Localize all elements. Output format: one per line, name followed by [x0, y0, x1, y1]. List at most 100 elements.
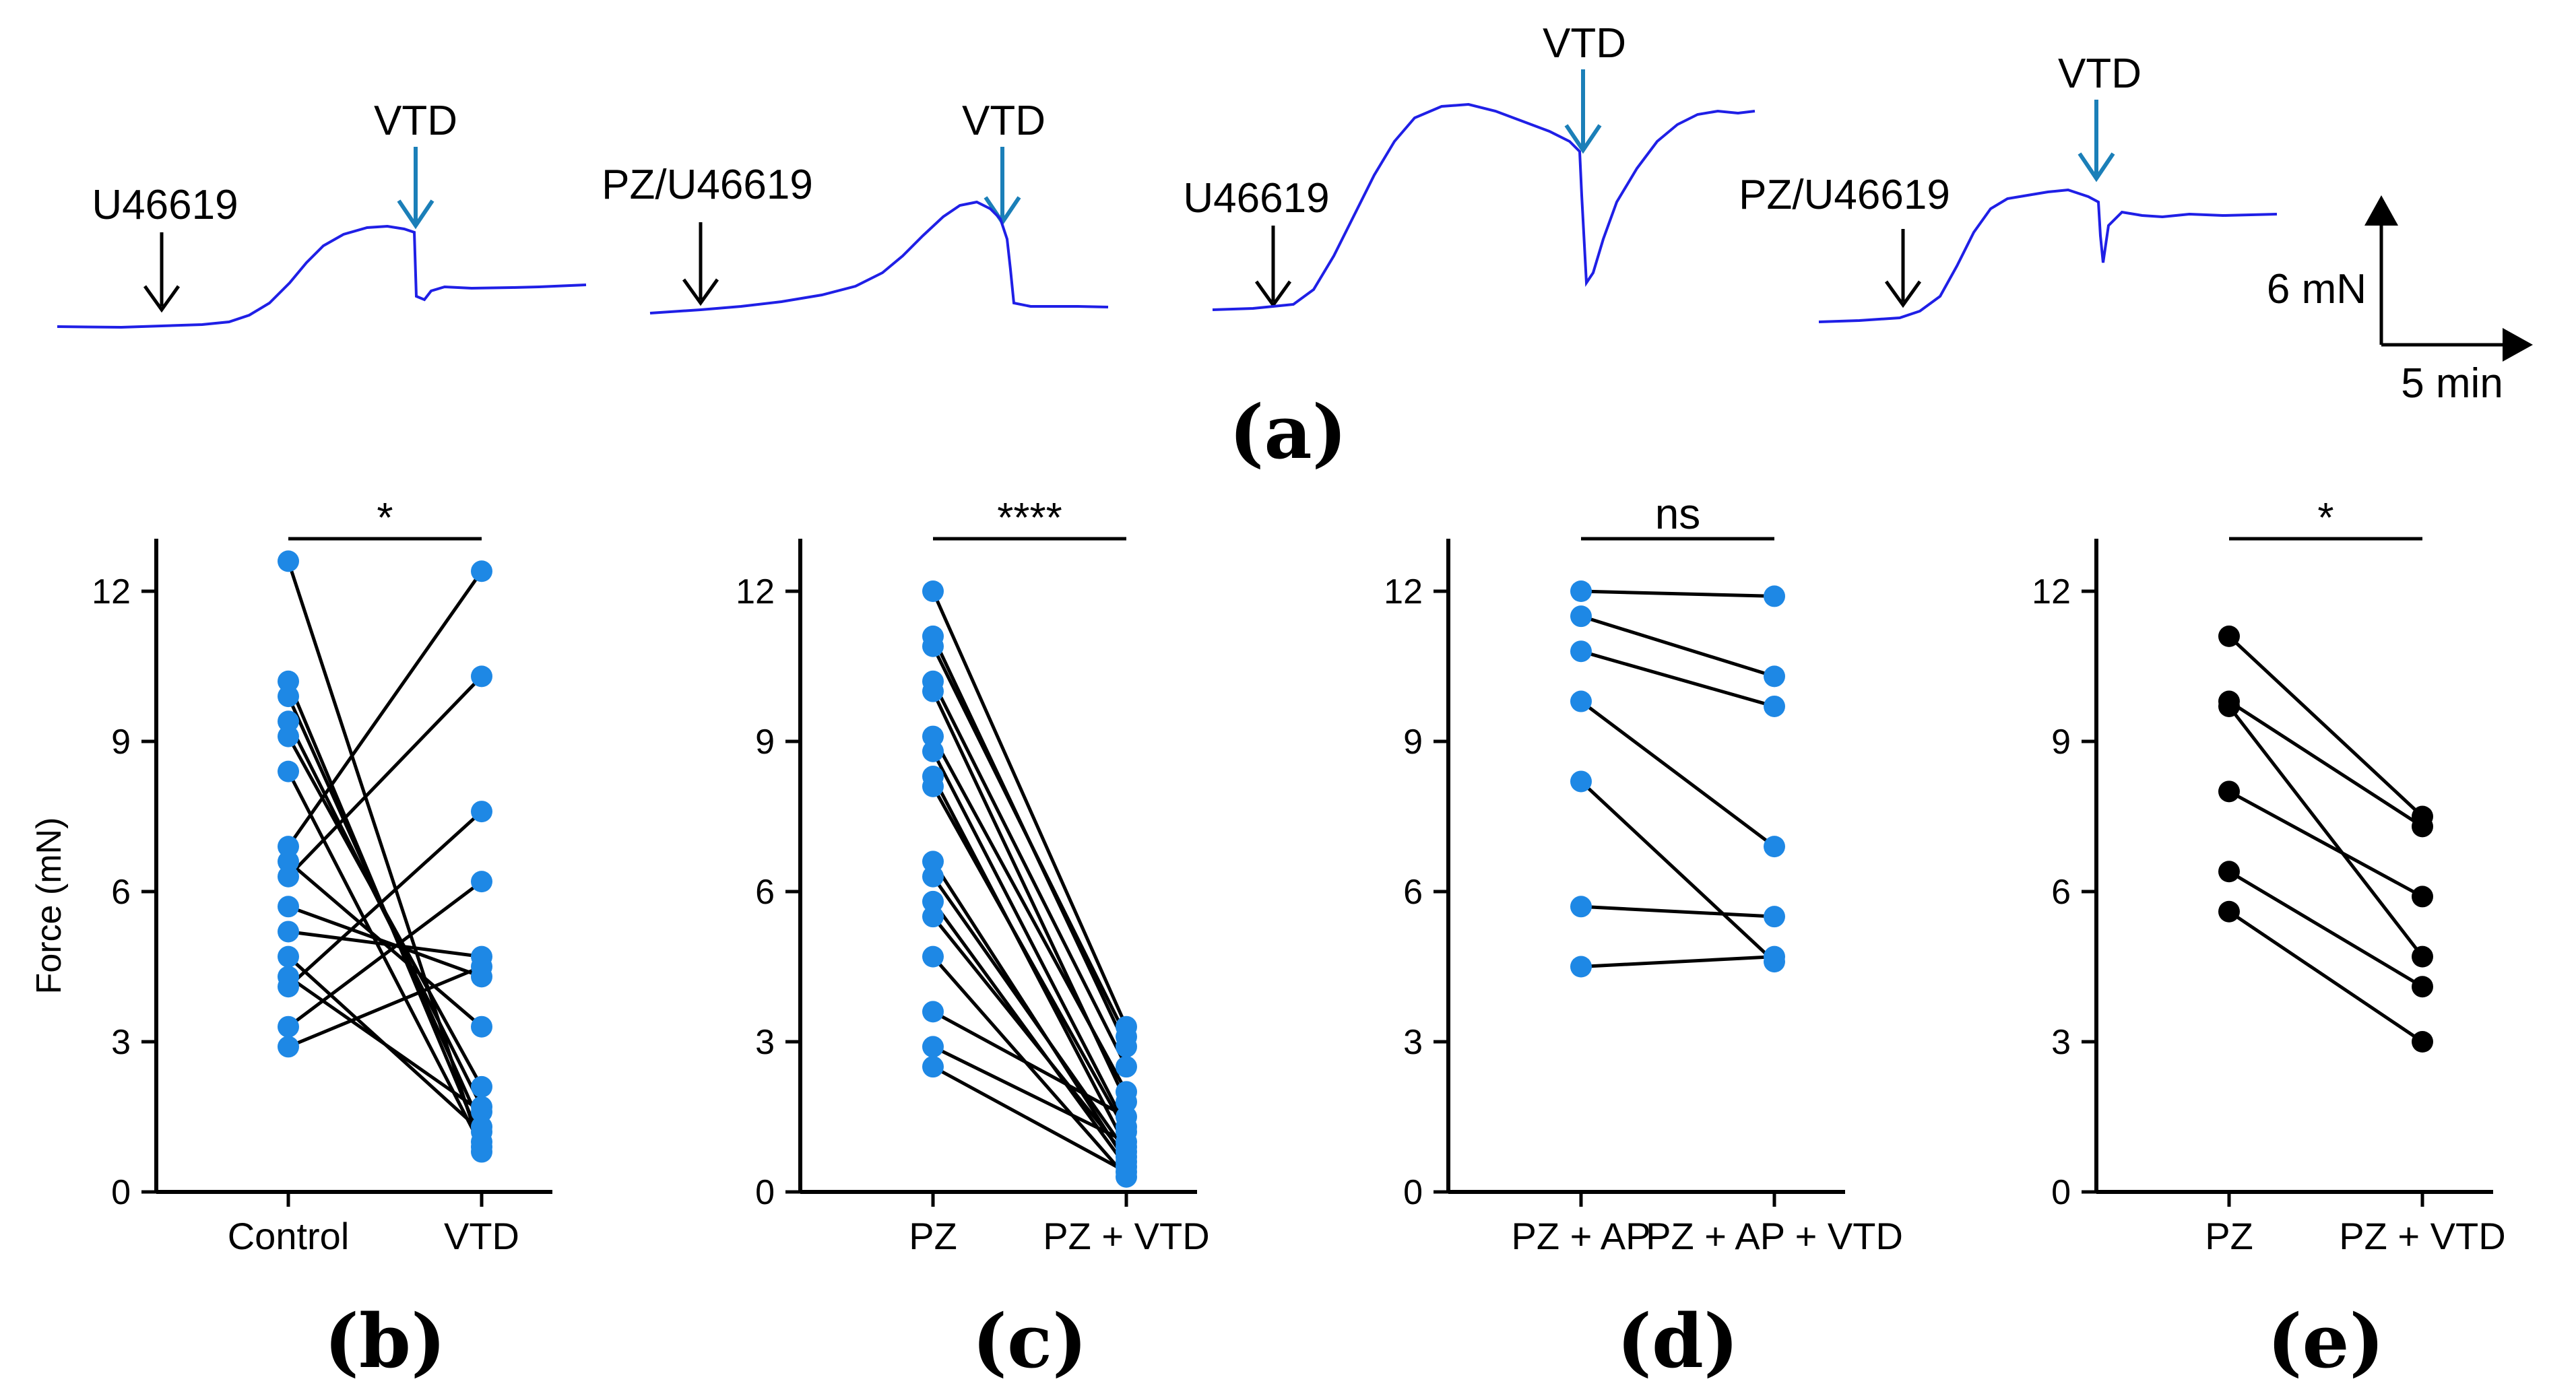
panel-c-pair-line	[932, 1065, 1128, 1174]
panel-b-pair-line	[287, 675, 483, 878]
panel-c-point-before	[922, 740, 944, 762]
panel-b-point-before	[278, 836, 299, 858]
panel-b-point-after	[471, 871, 492, 893]
panel-b-point-before	[278, 896, 299, 918]
y-axis-label: Force (mN)	[30, 818, 69, 995]
panel-c-pair-line	[931, 785, 1128, 1133]
scale-bar-time-label: 5 min	[2401, 360, 2503, 407]
panel-e-point-before	[2218, 900, 2240, 923]
panel-b-label: (b)	[324, 1298, 446, 1385]
panel-e-point-before	[2218, 780, 2240, 803]
panel-d-point-before	[1570, 770, 1592, 793]
panel-e-significance-label: *	[2317, 495, 2333, 541]
panel-c-point-after	[1116, 1056, 1137, 1078]
panel-c-point-before	[922, 680, 944, 702]
panel-d-y-tick-label: 6	[1403, 873, 1423, 912]
panel-c-point-before	[922, 580, 944, 602]
panel-a-traces: U46619 VTD PZ/U46619 VTD U46619 VTD	[57, 20, 2533, 475]
scale-bar-force-label: 6 mN	[2267, 266, 2366, 312]
panel-b-pair-line	[286, 735, 484, 1088]
panel-c-point-after	[1116, 1081, 1137, 1103]
panel-e-point-before	[2218, 861, 2240, 883]
panel-b-point-before	[278, 976, 299, 998]
panel-b-point-before	[278, 851, 299, 873]
trace-2-vtd-label: VTD	[962, 98, 1045, 144]
panel-d-point-after	[1764, 836, 1785, 858]
trace-3: U46619 VTD	[1183, 20, 1756, 311]
panel-b-point-before	[278, 1015, 299, 1038]
panel-d-y-tick-label: 12	[1384, 572, 1423, 611]
trace-3-line	[1212, 102, 1756, 311]
panel-e-pair-line	[2228, 910, 2424, 1044]
panel-d-point-after	[1764, 695, 1785, 717]
panel-c-point-after	[1116, 1145, 1137, 1168]
panel-b-pair-line	[287, 880, 483, 1028]
panel-d-point-before	[1570, 690, 1592, 712]
panel-c-pair-line	[932, 955, 1128, 1178]
trace-1-vtd-arrowhead	[397, 199, 434, 230]
panel-b-pair-line	[288, 929, 482, 959]
panel-e-point-before	[2218, 695, 2240, 717]
panel-c-pair-line	[931, 645, 1128, 1038]
panel-e-point-before	[2218, 625, 2240, 647]
panel-b-point-before	[278, 921, 299, 943]
panel-b-point-before	[278, 760, 299, 782]
panel-b-point-before	[278, 550, 299, 572]
panel-d-y-tick-label: 0	[1403, 1173, 1423, 1212]
panel-b-point-after	[471, 1015, 492, 1038]
panel-c-point-before	[922, 635, 944, 657]
panel-e-point-after	[2412, 886, 2433, 908]
panel-e-y-tick-label: 6	[2051, 873, 2071, 912]
panel-b-point-before	[278, 725, 299, 747]
panel-c-y-tick-label: 3	[755, 1023, 775, 1062]
panel-b-y-tick-label: 0	[111, 1173, 131, 1212]
panel-b-y-tick-label: 6	[111, 873, 131, 912]
trace-4-vtd-arrowhead	[2078, 152, 2115, 182]
trace-3-vtd-label: VTD	[1543, 20, 1626, 67]
panel-b-pair-line	[287, 810, 483, 989]
panel-c-y-tick-label: 12	[736, 572, 775, 611]
panel-c-y-tick-label: 0	[755, 1173, 775, 1212]
panel-c-point-before	[922, 725, 944, 747]
panel-e-label: (e)	[2267, 1298, 2384, 1385]
panel-b-point-after	[471, 1121, 492, 1143]
panel-b-point-before	[278, 670, 299, 692]
panel-c-point-before	[922, 1001, 944, 1023]
panel-c-y-tick-label: 9	[755, 723, 775, 762]
trace-4-agonist-label: PZ/U46619	[1739, 172, 1950, 218]
panel-e-point-after	[2412, 1031, 2433, 1053]
panel-c-pair-line	[931, 680, 1128, 1068]
scale-bar-up-arrowhead	[2364, 195, 2398, 226]
panel-c-y-tick-label: 6	[755, 873, 775, 912]
trace-1-line	[57, 224, 587, 329]
panel-c-point-before	[922, 775, 944, 797]
scale-bar: 6 mN 5 min	[2267, 195, 2533, 407]
trace-4-vtd-label: VTD	[2058, 51, 2142, 97]
panel-b-pair-line	[286, 570, 484, 848]
panel-d-point-before	[1570, 580, 1592, 602]
panel-b-y-tick-label: 12	[92, 572, 131, 611]
panel-b-point-after	[471, 560, 492, 582]
panel-b-point-after	[471, 1136, 492, 1158]
panel-b-point-before	[278, 865, 299, 888]
panel-e-plot: 0 3 6 9 12 PZ PZ + VTD * (e)	[2032, 495, 2506, 1385]
panel-e-pair-line	[2228, 705, 2424, 958]
panel-b-pair-line	[287, 975, 483, 1114]
panel-b-point-after	[471, 956, 492, 978]
trace-1: U46619 VTD	[57, 98, 587, 329]
panel-b-point-before	[278, 686, 299, 708]
panel-d-pair-line	[1580, 955, 1775, 968]
panel-c-plot: 0 3 6 9 12 PZ PZ + VTD **** (c)	[736, 495, 1210, 1385]
trace-4-line	[1818, 188, 2278, 323]
trace-1-agonist-label: U46619	[92, 182, 238, 228]
panel-a-label: (a)	[1229, 389, 1347, 475]
panel-d-y-tick-label: 9	[1403, 723, 1423, 762]
panel-b-point-after	[471, 801, 492, 823]
panel-c-category-label: PZ	[909, 1215, 957, 1257]
panel-c-point-after	[1116, 1106, 1137, 1128]
panel-c-pair-line	[932, 1045, 1128, 1143]
panel-d-pair-line	[1580, 614, 1775, 678]
trace-2-agonist-label: PZ/U46619	[602, 162, 813, 208]
